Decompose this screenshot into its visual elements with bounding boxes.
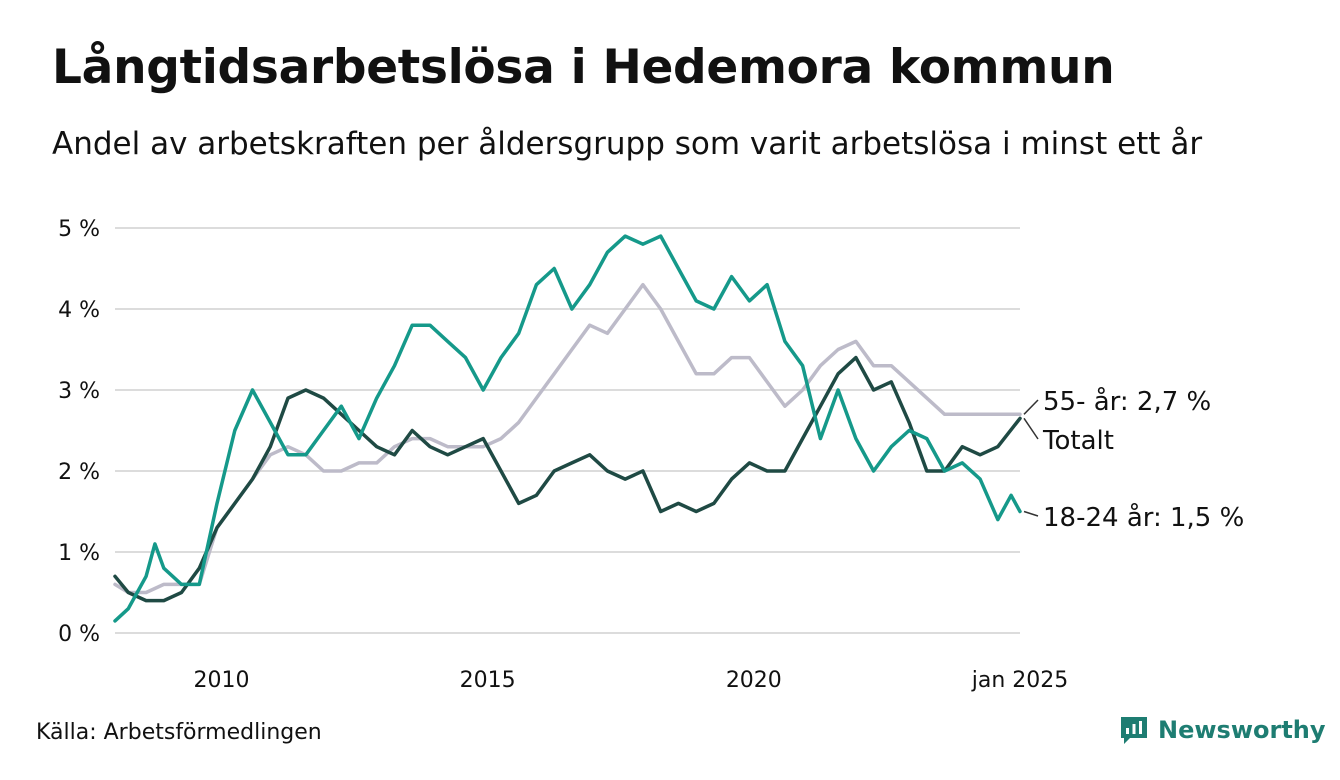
source-note: Källa: Arbetsförmedlingen <box>36 720 322 745</box>
end-label: 55- år: 2,7 % <box>1043 386 1211 417</box>
y-tick-label: 2 % <box>58 460 100 485</box>
x-tick-label: jan 2025 <box>971 668 1069 693</box>
y-tick-label: 0 % <box>58 622 100 647</box>
end-label-leader <box>1023 417 1039 440</box>
end-label-leader <box>1023 399 1039 415</box>
y-tick-label: 4 % <box>58 298 100 323</box>
series-end-labels: 55- år: 2,7 % Totalt 18-24 år: 1,5 % <box>1023 386 1244 533</box>
y-tick-label: 3 % <box>58 379 100 404</box>
end-label: 18-24 år: 1,5 % <box>1043 502 1244 533</box>
chart-subtitle: Andel av arbetskraften per åldersgrupp s… <box>52 126 1203 162</box>
y-axis-tick-labels: 0 % 1 % 2 % 3 % 4 % 5 % <box>58 217 100 647</box>
x-tick-label: 2010 <box>193 668 249 693</box>
chart-title: Långtidsarbetslösa i Hedemora kommun <box>52 40 1115 95</box>
line-chart: 0 %1 %2 %3 %4 %5 % 2010 2015 2020 jan 2025 … <box>58 217 1244 693</box>
x-tick-label: 2015 <box>460 668 516 693</box>
series-line-totalt <box>113 355 1022 603</box>
newsworthy-logo[interactable]: Newsworthy <box>1118 714 1326 746</box>
end-label: Totalt <box>1042 426 1114 456</box>
bar-chart-speech-bubble-icon <box>1121 717 1147 744</box>
end-label-leader <box>1023 510 1039 517</box>
series-line-55-r <box>113 282 1022 595</box>
gridlines <box>115 227 1020 634</box>
y-tick-label: 5 % <box>58 217 100 242</box>
x-axis-tick-labels: 2010 2015 2020 jan 2025 <box>193 668 1068 693</box>
brand-name: Newsworthy <box>1158 716 1326 744</box>
x-tick-label: 2020 <box>726 668 782 693</box>
y-tick-label: 1 % <box>58 541 100 566</box>
series-line-18-24-r <box>113 234 1022 623</box>
series-lines <box>113 234 1022 623</box>
